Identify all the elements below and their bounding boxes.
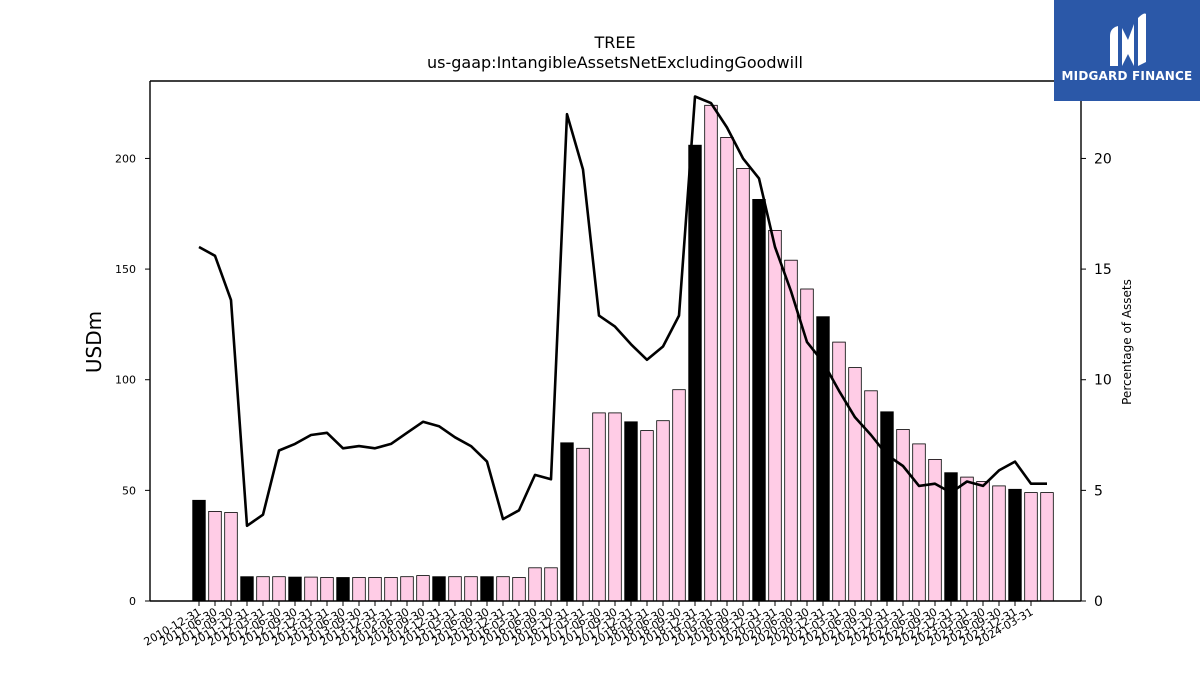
bar-2022-03-31: [912, 443, 926, 602]
y2-axis-label: Percentage of Assets: [1120, 279, 1134, 405]
bar-2019-09-30: [752, 198, 766, 602]
line-layer: [198, 95, 1047, 528]
bar-2013-06-30: [352, 577, 366, 602]
bar-2012-06-30: [288, 576, 302, 602]
bar-2017-12-31: [640, 430, 654, 602]
midgard-logo-icon: [1110, 13, 1146, 66]
bar-2023-06-30: [992, 485, 1006, 602]
chart-title: TREE: [593, 33, 635, 52]
bar-2019-06-30: [736, 167, 750, 602]
bar-2016-03-31: [528, 567, 542, 602]
bar-2018-12-31: [704, 104, 718, 602]
bar-2013-12-31: [384, 577, 398, 602]
bar-2018-03-31: [656, 420, 670, 602]
bar-2011-09-30: [240, 576, 254, 602]
bars-layer: [192, 104, 1054, 602]
bar-2014-06-30: [416, 575, 430, 602]
bar-2014-09-30: [432, 576, 446, 602]
bar-2020-09-30: [816, 316, 830, 602]
y2-tick-label: 10: [1094, 373, 1112, 389]
bar-2016-09-30: [560, 442, 574, 602]
bar-2017-06-30: [608, 412, 622, 602]
bar-2013-09-30: [368, 577, 382, 602]
bar-2011-12-31: [256, 576, 270, 602]
bar-2014-03-31: [400, 576, 414, 602]
bar-2011-03-31: [208, 510, 222, 602]
bar-2012-12-31: [320, 577, 334, 602]
bar-2015-09-30: [496, 576, 510, 602]
bar-2019-12-31: [768, 229, 782, 602]
bar-2015-03-31: [464, 576, 478, 602]
bar-2021-03-31: [848, 367, 862, 602]
bar-2012-09-30: [304, 576, 318, 602]
bar-2023-09-30: [1008, 488, 1022, 602]
bar-2021-12-31: [896, 429, 910, 602]
y2-tick-label: 20: [1094, 151, 1112, 167]
bar-2024-03-31: [1040, 492, 1054, 602]
bar-2021-09-30: [880, 411, 894, 602]
bar-2011-06-30: [224, 512, 238, 602]
percentage-line: [198, 95, 1047, 528]
y-tick-label: 100: [115, 374, 136, 387]
bar-2018-09-30: [688, 144, 702, 602]
bar-2015-06-30: [480, 576, 494, 602]
y2-tick-label: 5: [1094, 483, 1103, 499]
bar-2018-06-30: [672, 389, 686, 602]
y-tick-label: 200: [115, 152, 136, 165]
bar-2020-06-30: [800, 288, 814, 602]
bar-2023-12-31: [1024, 492, 1038, 602]
bar-2010-12-31: [192, 499, 206, 602]
bar-2019-03-31: [720, 136, 734, 602]
midgard-finance-logo: MIDGARD FINANCE: [1054, 0, 1200, 101]
axes-layer: 050100150200051015202010-12-312011-06-30…: [115, 80, 1112, 649]
bar-2017-03-31: [592, 412, 606, 602]
y-tick-label: 150: [115, 263, 136, 276]
bar-2022-12-31: [960, 476, 974, 602]
y2-tick-label: 0: [1094, 594, 1103, 610]
bar-2014-12-31: [448, 576, 462, 602]
logo-text: MIDGARD FINANCE: [1061, 69, 1193, 83]
bar-2020-03-31: [784, 259, 798, 602]
y-axis-label: USDm: [82, 311, 106, 373]
bar-2016-06-30: [544, 567, 558, 602]
bar-2016-12-31: [576, 447, 590, 602]
bar-2017-09-30: [624, 421, 638, 602]
chart-subtitle: us-gaap:IntangibleAssetsNetExcludingGood…: [427, 53, 803, 72]
y2-tick-label: 15: [1094, 262, 1112, 278]
y-tick-label: 0: [129, 595, 136, 608]
y-tick-label: 50: [122, 484, 136, 497]
bar-2015-12-31: [512, 577, 526, 602]
bar-2021-06-30: [864, 390, 878, 602]
bar-2013-03-31: [336, 577, 350, 602]
bar-2023-03-31: [976, 481, 990, 602]
bar-2022-06-30: [928, 458, 942, 602]
bar-2012-03-31: [272, 576, 286, 602]
